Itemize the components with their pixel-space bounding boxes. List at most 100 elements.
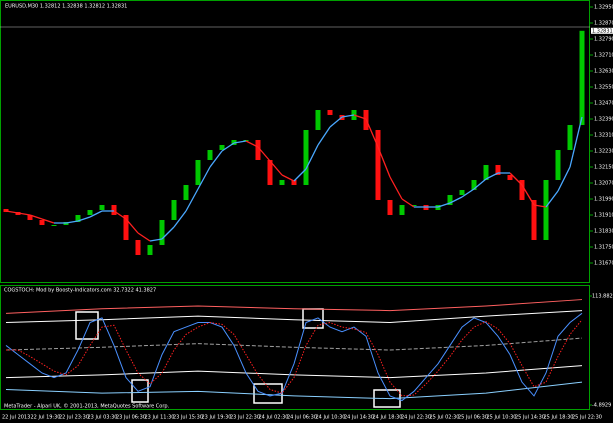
ma-segment [113,210,127,220]
x-tick-label: 24 Jul 22:30 [401,415,431,421]
candle [447,195,453,205]
y-tick-label: 1.31990 [594,197,613,203]
candle [99,205,105,210]
ma-segment [185,188,199,212]
candle [375,130,381,200]
symbol-header: EURUSD,M30 1.32812 1.32838 1.32812 1.328… [5,4,127,10]
x-tick-label: 23 Jul 03:30 [88,415,118,421]
x-tick-label: 24 Jul 10:30 [316,415,346,421]
ma-segment [341,114,355,118]
x-tick-label: 22 Jul 23:30 [59,415,89,421]
x-tick-label: 25 Jul 06:30 [458,415,488,421]
ma-segment [77,216,91,222]
ma-segment [521,184,535,206]
candle [243,140,249,141]
ma-segment [161,226,175,240]
candle [123,215,129,240]
ma-segment [281,174,295,182]
ma-segment [509,172,523,186]
candle [255,140,261,160]
y-tick-label: 113.8829 [592,294,613,300]
x-tick-label: 25 Jul 18:30 [544,415,574,421]
x-tick-label: 24 Jul 18:30 [373,415,403,421]
ma-segment [29,214,43,220]
ma-segment [389,176,403,200]
x-tick-label: 25 Jul 10:30 [487,415,517,421]
candle [159,220,165,245]
candle [267,160,273,185]
candle [75,215,81,222]
candle [507,175,513,180]
ma-segment [401,198,415,208]
candle [303,130,309,185]
oscillator-line [6,319,583,397]
candle [411,205,417,206]
y-tick-label: 1.32070 [594,181,613,187]
candle [171,200,177,220]
y-tick-label: -4.8929 [592,403,611,409]
band-line [5,381,583,400]
x-tick-label: 24 Jul 02:30 [259,415,289,421]
candle [39,220,45,225]
current-price-box [591,27,613,34]
x-tick-label: 25 Jul 14:30 [515,415,545,421]
candle [195,160,201,185]
candle [51,225,57,226]
main-panel [0,0,590,283]
ma-segment [473,178,487,190]
x-tick-label: 23 Jul 15:30 [173,415,203,421]
band-line [5,299,583,314]
y-tick-label: 1.31750 [594,245,613,251]
annotation-box [131,379,149,403]
ma-segment [125,218,139,234]
candle [387,200,393,215]
candle [567,125,573,150]
ma-segment [245,140,259,148]
candle [147,245,153,255]
x-tick-label: 23 Jul 06:30 [116,415,146,421]
y-tick-label: 1.32790 [594,37,613,43]
ma-segment [269,160,283,176]
candle [483,165,489,180]
candle [291,180,297,185]
candle [471,180,477,190]
y-tick-label: 1.32150 [594,165,613,171]
ma-segment [353,114,367,120]
band-line [5,310,583,324]
candle [579,30,585,125]
band-line [5,337,583,351]
band-line [5,365,583,379]
candle [459,190,465,195]
y-tick-label: 1.31670 [594,261,613,267]
oscillator-line [5,312,583,402]
candle [3,209,9,212]
candle [555,150,561,180]
x-tick-label: 24 Jul 14:30 [344,415,374,421]
ma-segment [365,118,379,148]
candle [27,215,33,220]
ma-segment [329,116,343,128]
ma-segment [221,142,235,152]
x-tick-label: 22 Jul 19:30 [31,415,61,421]
candle [135,240,141,255]
footer: MetaTrader - Alpari UK, © 2001-2013, Met… [4,403,170,410]
x-tick-label: 25 Jul 22:30 [572,415,602,421]
candle [207,150,213,160]
x-tick-label: 22 Jul 2013 [2,415,30,421]
ma-segment [317,126,331,146]
ma-segment [485,172,499,180]
x-tick-label: 24 Jul 06:30 [287,415,317,421]
ma-segment [533,204,547,208]
candle [111,205,117,215]
ma-segment [377,146,391,178]
ma-segment [437,202,451,208]
ma-segment [197,166,211,190]
ma-segment [305,144,319,170]
ma-segment [5,210,19,214]
candle [531,200,537,240]
y-tick-label: 1.31830 [594,229,613,235]
candle [219,145,225,150]
candle [327,110,333,115]
ma-segment [545,190,559,208]
ma-segment [209,150,223,168]
